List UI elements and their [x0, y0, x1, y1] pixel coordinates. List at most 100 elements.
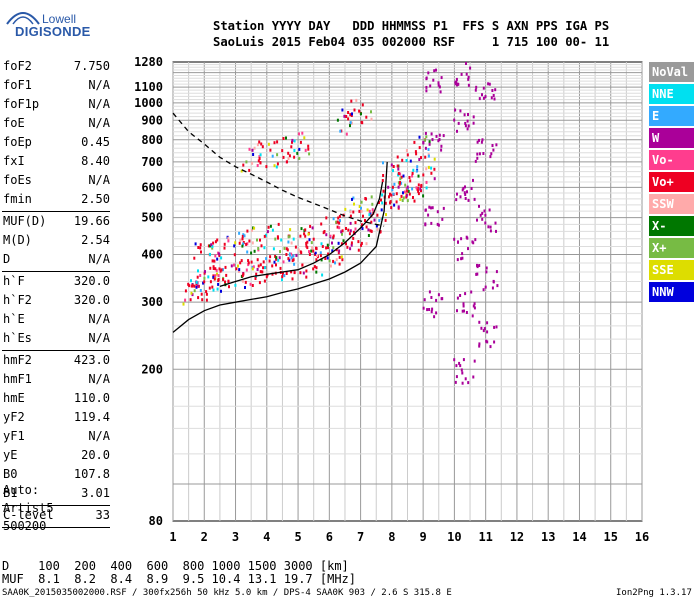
- echo-point: [381, 179, 384, 182]
- parameter-value: 19.66: [73, 214, 110, 228]
- echo-point: [285, 136, 287, 140]
- echo-point: [430, 132, 433, 136]
- echo-point: [309, 224, 312, 228]
- echo-point: [456, 83, 458, 87]
- echo-point: [211, 246, 214, 250]
- echo-point: [412, 168, 415, 172]
- echo-point: [287, 157, 290, 161]
- echo-point: [464, 185, 466, 189]
- echo-point: [217, 274, 220, 278]
- echo-point: [484, 95, 487, 99]
- echo-point: [262, 266, 265, 270]
- echo-point: [474, 159, 477, 163]
- echo-point: [334, 261, 336, 265]
- echo-point: [332, 246, 335, 250]
- echo-point: [464, 124, 467, 128]
- echo-point: [251, 161, 254, 165]
- auto-label: Auto:: [3, 483, 40, 497]
- echo-point: [292, 254, 295, 258]
- echo-point: [250, 260, 253, 264]
- echo-point: [482, 86, 485, 90]
- echo-point: [252, 153, 255, 156]
- echo-point: [261, 145, 264, 149]
- x-tick-label: 9: [420, 530, 427, 544]
- echo-point: [466, 119, 469, 123]
- echo-point: [235, 267, 238, 271]
- echo-point: [238, 268, 241, 272]
- y-tick-label: 400: [141, 248, 163, 262]
- echo-point: [485, 339, 488, 343]
- echo-point: [244, 280, 247, 284]
- echo-point: [469, 66, 472, 70]
- echo-point: [258, 157, 261, 160]
- echo-point: [438, 138, 441, 141]
- echo-point: [263, 279, 266, 283]
- echo-point: [197, 246, 200, 249]
- parameter-name: hmF2: [3, 353, 32, 367]
- echo-point: [296, 151, 299, 155]
- echo-point: [381, 193, 384, 197]
- echo-point: [495, 143, 498, 147]
- echo-point: [193, 289, 196, 293]
- echo-point: [214, 240, 217, 244]
- echo-point: [430, 296, 433, 299]
- echo-point: [433, 69, 436, 73]
- echo-point: [222, 278, 225, 282]
- echo-point: [361, 103, 364, 107]
- echo-point: [286, 160, 288, 164]
- legend-item-nne: NNE: [649, 84, 694, 104]
- parameter-separator: [2, 505, 110, 506]
- echo-point: [325, 233, 328, 237]
- echo-point: [307, 144, 310, 148]
- parameter-row: foF2 7.750: [2, 59, 110, 78]
- echo-point: [490, 96, 493, 100]
- echo-point: [430, 206, 432, 210]
- echo-point: [340, 230, 343, 234]
- echo-point: [463, 309, 465, 313]
- echo-point: [350, 99, 353, 103]
- echo-point: [365, 115, 368, 119]
- echo-point: [360, 206, 362, 210]
- echo-point: [453, 237, 456, 241]
- trace-curve-4: [172, 112, 385, 227]
- echo-point: [366, 208, 369, 212]
- parameter-value: 0.45: [81, 135, 110, 149]
- echo-point: [387, 185, 390, 189]
- echo-point: [405, 159, 408, 162]
- echo-point: [382, 161, 384, 165]
- echo-point: [298, 147, 301, 151]
- echo-point: [418, 146, 421, 150]
- echo-point: [404, 183, 407, 187]
- echo-point: [234, 241, 237, 245]
- echo-point: [256, 143, 259, 147]
- parameter-name: MUF(D): [3, 214, 47, 228]
- echo-point: [367, 234, 370, 237]
- echo-point: [297, 248, 300, 252]
- echo-point: [352, 210, 355, 214]
- echo-point: [208, 286, 211, 290]
- x-tick-label: 8: [388, 530, 395, 544]
- echo-point: [341, 232, 343, 236]
- echo-point: [251, 284, 254, 287]
- echo-point: [272, 247, 275, 251]
- echo-point: [493, 340, 496, 344]
- echo-point: [473, 302, 476, 306]
- echo-point: [315, 270, 318, 274]
- echo-point: [203, 280, 206, 284]
- echo-point: [464, 197, 467, 200]
- echo-point: [380, 208, 383, 212]
- autoscaling-info: Auto: Artist5 500200: [3, 481, 54, 535]
- echo-point: [187, 282, 190, 286]
- echo-point: [430, 166, 433, 170]
- legend-item-nnw: NNW: [649, 282, 694, 302]
- parameter-row: yF2 119.4: [2, 410, 110, 429]
- echo-point: [418, 158, 421, 161]
- echo-point: [467, 75, 470, 79]
- echo-point: [283, 274, 286, 278]
- legend-item-noval: NoVal: [649, 62, 694, 82]
- parameter-row: yF1 N/A: [2, 429, 110, 448]
- echo-point: [422, 306, 425, 310]
- echo-point: [269, 255, 272, 259]
- echo-point: [203, 276, 206, 280]
- echo-point: [354, 227, 357, 231]
